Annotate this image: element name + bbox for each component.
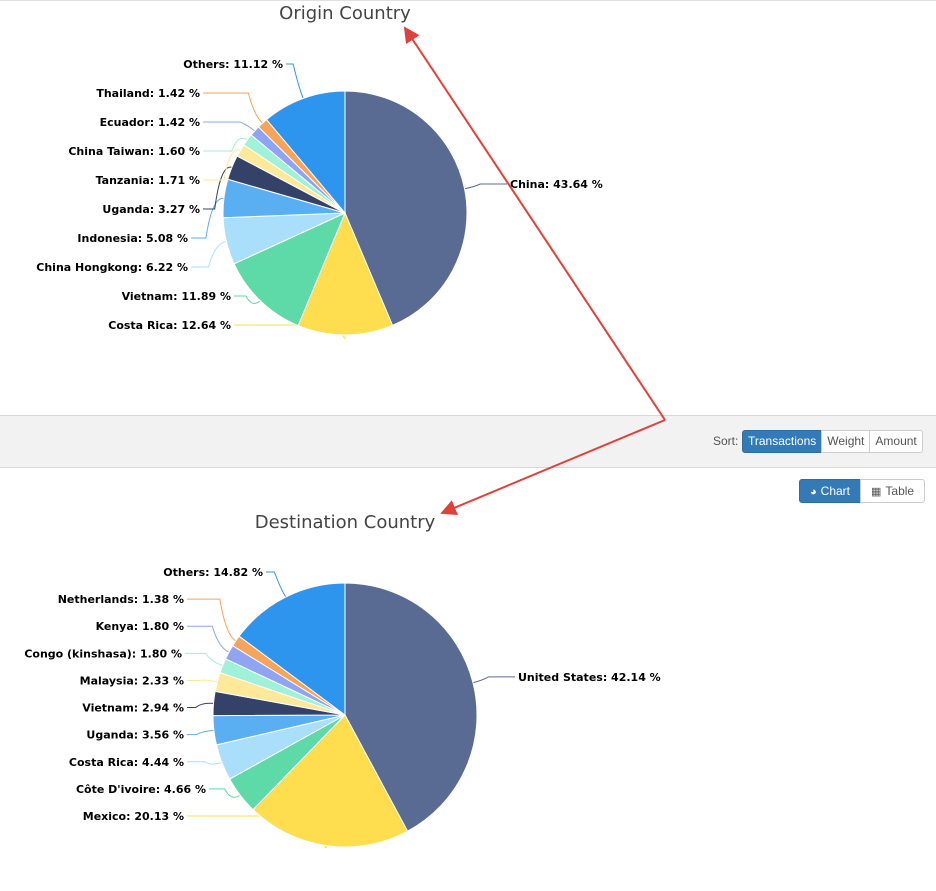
chart-view-label: Chart [820,484,850,498]
dest-leader-line-vietnam [187,702,214,709]
dest-leader-line-congo-kinshasa [185,652,223,667]
origin-leader-line-tanzania [203,149,241,181]
origin-data-label-ecuador: Ecuador: 1.42 % [100,116,200,129]
dest-data-label-united-states: United States: 42.14 % [518,671,661,684]
sort-label: Sort: [713,434,739,448]
dest-data-label-malaysia: Malaysia: 2.33 % [80,674,184,687]
dest-data-label-netherlands: Netherlands: 1.38 % [58,593,184,606]
dest-data-label-others: Others: 14.82 % [163,566,263,579]
dest-data-label-c-te-d-ivoire: Côte D'ivoire: 4.66 % [76,783,206,796]
dest-slice-mexico[interactable] [252,714,409,848]
dest-slice-others[interactable] [238,582,346,716]
dest-slice-united-states[interactable] [344,582,478,832]
origin-leader-line-ecuador [203,121,256,132]
dest-data-label-congo-kinshasa: Congo (kinshasa): 1.80 % [24,647,182,660]
origin-leader-line-others [286,63,304,99]
dest-leader-line-uganda [187,729,214,736]
origin-leader-line-vietnam [234,295,261,304]
origin-data-label-others: Others: 11.12 % [183,58,283,71]
dest-data-label-vietnam: Vietnam: 2.94 % [82,702,184,715]
origin-leader-line-china-taiwan [203,137,248,152]
dest-leader-line-united-states [472,676,515,684]
origin-leader-line-indonesia [191,197,224,239]
origin-data-label-china: China: 43.64 % [510,178,603,191]
dest-leader-line-malaysia [187,679,218,683]
sort-transactions-button[interactable]: Transactions [742,430,823,453]
origin-country-pie-chart: Origin Country China: 43.64 % Costa Rica:… [36,3,603,339]
table-view-button[interactable]: ▦ Table [860,479,926,503]
pie-chart-icon: ◕ [810,486,817,498]
dest-leader-line-others [266,571,287,598]
origin-data-label-china-hongkong: China Hongkong: 6.22 % [36,261,188,274]
origin-slice-vietnam[interactable] [233,212,346,327]
dest-leader-line-kenya [187,625,230,653]
sort-toolbar: Sort: Transactions Weight Amount [0,415,936,468]
dest-data-label-mexico: Mexico: 20.13 % [83,810,184,823]
origin-data-label-indonesia: Indonesia: 5.08 % [77,232,188,245]
table-icon: ▦ [871,486,882,498]
origin-slice-costa-rica[interactable] [297,211,394,336]
origin-data-label-china-taiwan: China Taiwan: 1.60 % [68,145,200,158]
origin-data-label-uganda: Uganda: 3.27 % [102,203,200,216]
destination-country-pie-chart: Destination Country United States: 42.14… [24,512,661,849]
origin-slice-others[interactable] [265,90,346,215]
dest-leader-line-costa-rica [187,761,222,765]
origin-leader-line-uganda [203,166,233,210]
sort-button-group: Transactions Weight Amount [742,430,923,453]
sort-weight-button[interactable]: Weight [821,430,871,453]
table-view-label: Table [885,484,915,498]
origin-leader-line-china [464,183,507,190]
sort-amount-button[interactable]: Amount [869,430,923,453]
view-toggle-group: ◕ Chart ▦ Table [799,479,926,503]
origin-data-label-costa-rica: Costa Rica: 12.64 % [108,319,231,332]
chart-view-button[interactable]: ◕ Chart [799,479,861,503]
dest-data-label-kenya: Kenya: 1.80 % [96,620,184,633]
origin-chart-title: Origin Country [279,3,411,24]
origin-leader-line-thailand [203,92,263,124]
dest-leader-line-c-te-d-ivoire [209,788,241,798]
origin-data-label-vietnam: Vietnam: 11.89 % [122,290,231,303]
dest-leader-line-netherlands [187,598,237,642]
origin-data-label-thailand: Thailand: 1.42 % [96,87,200,100]
destination-chart-title: Destination Country [255,512,436,533]
origin-leader-line-china-hongkong [191,240,227,268]
origin-data-label-tanzania: Tanzania: 1.71 % [96,174,200,187]
dest-data-label-costa-rica: Costa Rica: 4.44 % [69,756,184,769]
dest-data-label-uganda: Uganda: 3.56 % [86,729,184,742]
top-divider [0,0,936,1]
